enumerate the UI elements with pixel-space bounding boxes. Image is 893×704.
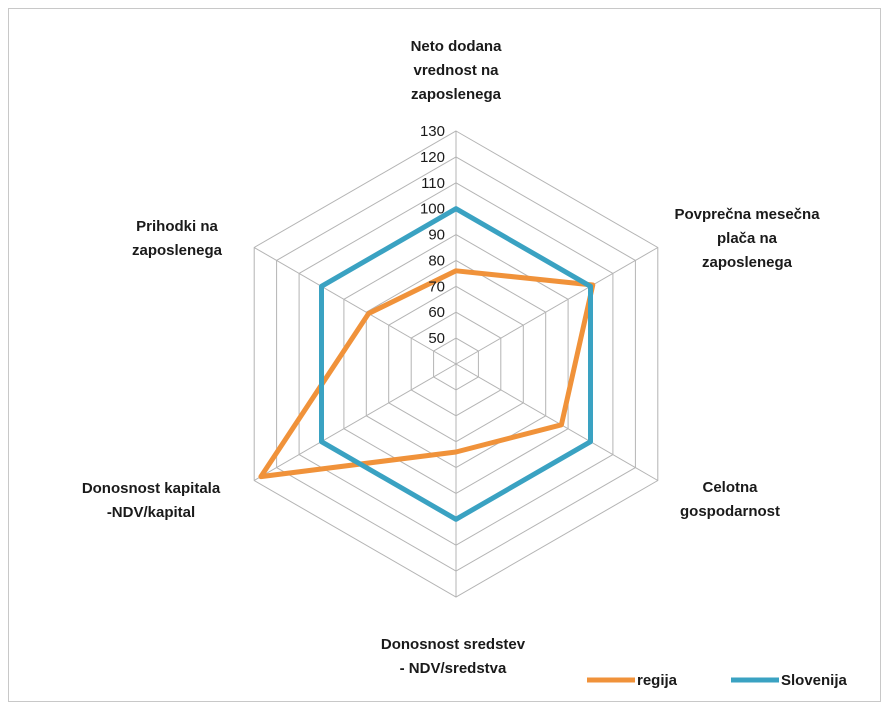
tick-label: 90 [428, 227, 445, 244]
radar-tick-labels: 50 60 70 80 90 100 110 120 130 [420, 123, 445, 347]
grid-spoke [455, 247, 659, 365]
axis-label: Neto dodana vrednost na zaposlenega [411, 38, 502, 103]
tick-label: 70 [428, 278, 445, 295]
tick-label: 130 [420, 123, 445, 140]
tick-label: 100 [420, 201, 445, 218]
radar-axis-labels: Neto dodana vrednost na zaposlenega Povpreč… [82, 38, 820, 677]
axis-label: Donosnost sredstev - NDV/sredstva [381, 636, 526, 677]
tick-label: 80 [428, 252, 445, 269]
axis-label: Donosnost kapitala -NDV/kapital [82, 480, 221, 521]
radar-grid [253, 130, 659, 598]
legend-label-regija: regija [637, 672, 678, 689]
tick-label: 60 [428, 304, 445, 321]
axis-label: Prihodki na zaposlenega [132, 218, 223, 259]
legend: regija Slovenija [587, 672, 848, 689]
axis-label: Povprečna mesečna plača na zaposlenega [674, 206, 820, 271]
grid-spoke [253, 363, 457, 481]
grid-spoke [455, 363, 659, 481]
legend-label-slovenija: Slovenija [781, 672, 848, 689]
radar-series [258, 206, 596, 522]
tick-label: 50 [428, 330, 445, 347]
axis-label: Celotna gospodarnost [680, 479, 780, 520]
series-line-slovenija [319, 206, 593, 522]
tick-label: 120 [420, 149, 445, 166]
grid-spoke [253, 247, 457, 365]
tick-label: 110 [421, 175, 445, 192]
radar-chart: 50 60 70 80 90 100 110 120 130 Neto dodana vredno… [82, 38, 848, 689]
series-line-regija [258, 268, 596, 480]
chart-frame: 50 60 70 80 90 100 110 120 130 Neto dodana vredno… [8, 8, 881, 702]
